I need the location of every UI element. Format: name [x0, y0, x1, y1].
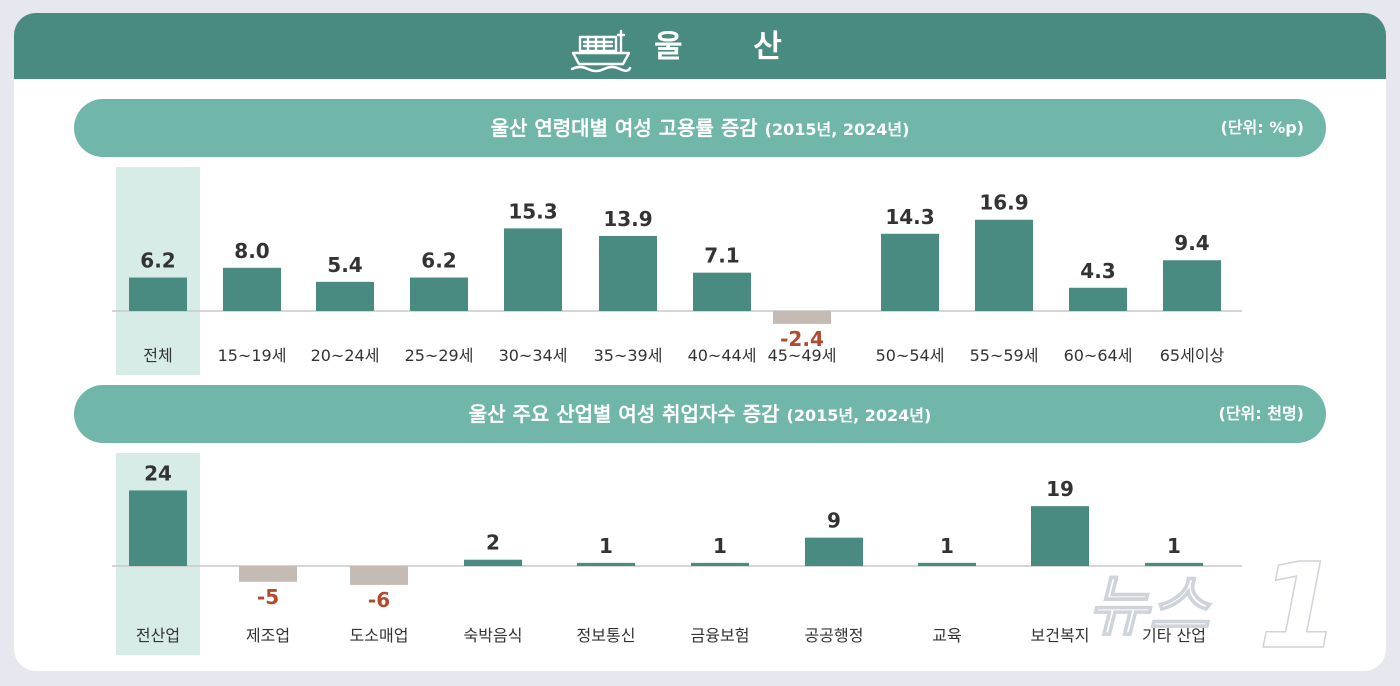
industry-chart-category-label: 제조업 [246, 626, 290, 645]
chart2-title: 울산 주요 산업별 여성 취업자수 증감 [468, 402, 780, 426]
industry-chart-value-label: 9 [827, 509, 841, 533]
age-chart-bar [223, 267, 281, 311]
industry-chart-bar [464, 559, 522, 566]
age-chart-value-label: 7.1 [704, 244, 739, 268]
age-chart-category-label: 65세이상 [1160, 346, 1225, 365]
age-chart-category-label: 60~64세 [1064, 346, 1133, 365]
industry-chart-category-label: 보건복지 [1031, 626, 1090, 645]
age-chart-value-label: 6.2 [421, 249, 456, 273]
industry-chart-value-label: 19 [1046, 477, 1074, 501]
industry-chart-category-label: 기타 산업 [1142, 626, 1206, 645]
age-chart-category-label: 50~54세 [876, 346, 945, 365]
region-title: 울 산 [654, 29, 812, 65]
industry-chart-value-label: 2 [486, 531, 500, 555]
age-employment-chart: 6.2 전체 8.0 15~19세 5.4 20~24세 6.2 25~29세 15.3 30~3… [112, 167, 1242, 375]
age-chart-highlight [116, 167, 200, 375]
age-chart-bar [1163, 260, 1221, 311]
age-chart-category-label: 35~39세 [594, 346, 663, 365]
chart2-title-bar: 울산 주요 산업별 여성 취업자수 증감 (2015년, 2024년) (단위:… [74, 385, 1326, 443]
chart2-unit: (단위: 천명) [1218, 404, 1304, 423]
age-chart-category-label: 55~59세 [970, 346, 1039, 365]
age-chart-value-label: 6.2 [140, 249, 175, 273]
industry-chart-value-label: -5 [257, 585, 279, 609]
industry-chart-bar [691, 562, 749, 566]
industry-chart-bar [129, 490, 187, 566]
industry-chart-bar [577, 562, 635, 566]
age-chart-category-label: 25~29세 [405, 346, 474, 365]
industry-chart-category-label: 공공행정 [805, 626, 864, 645]
industry-chart-bar [918, 562, 976, 566]
age-chart-bar [504, 228, 562, 311]
age-chart-bar [881, 233, 939, 311]
age-chart-bar [129, 277, 187, 311]
chart1-title-bar: 울산 연령대별 여성 고용률 증감 (2015년, 2024년) (단위: %p… [74, 99, 1326, 157]
age-chart-value-label: 5.4 [327, 253, 362, 277]
chart1-subtitle: (2015년, 2024년) [764, 120, 910, 139]
industry-chart-bar [1145, 562, 1203, 566]
age-chart-bar [1069, 287, 1127, 311]
age-chart-bar [773, 311, 831, 324]
industry-chart-value-label: 1 [713, 534, 727, 558]
age-chart-category-label: 20~24세 [311, 346, 380, 365]
age-chart-bar [410, 277, 468, 311]
industry-chart-bar [239, 566, 297, 582]
ship-icon [570, 29, 632, 73]
industry-chart-category-label: 전산업 [136, 626, 180, 645]
age-chart-value-label: 14.3 [885, 205, 934, 229]
industry-chart-category-label: 교육 [932, 626, 961, 645]
age-chart-category-label: 45~49세 [768, 346, 837, 365]
age-chart-value-label: -2.4 [780, 327, 824, 351]
chart1-title: 울산 연령대별 여성 고용률 증감 [490, 116, 758, 140]
industry-chart-bar [1031, 506, 1089, 566]
industry-chart-bar [805, 537, 863, 566]
industry-chart-value-label: -6 [368, 588, 390, 612]
industry-chart-category-label: 숙박음식 [464, 626, 523, 645]
age-chart-category-label: 전체 [143, 346, 172, 365]
age-chart-category-label: 40~44세 [688, 346, 757, 365]
watermark-number: 1 [1258, 543, 1340, 663]
industry-chart-category-label: 금융보험 [691, 626, 750, 645]
age-chart-bar [975, 219, 1033, 311]
chart2-subtitle: (2015년, 2024년) [786, 406, 932, 425]
industry-chart-value-label: 1 [1167, 534, 1181, 558]
industry-chart-bar [350, 566, 408, 585]
chart1-unit: (단위: %p) [1220, 118, 1304, 137]
age-chart-category-label: 30~34세 [499, 346, 568, 365]
industry-chart-value-label: 1 [940, 534, 954, 558]
news1-watermark: 뉴스 1 [1087, 543, 1341, 663]
age-chart-value-label: 9.4 [1174, 231, 1209, 255]
industry-chart-value-label: 24 [144, 461, 172, 485]
age-chart-value-label: 4.3 [1080, 259, 1115, 283]
industry-employment-chart: 24 전산업 -5 제조업 -6 도소매업 2 숙박음식 1 정보통신 1 금융보험 9 공공행정 1 교육 1… [112, 453, 1242, 655]
age-chart-bar [599, 235, 657, 311]
industry-chart-value-label: 1 [599, 534, 613, 558]
age-chart-bar [693, 272, 751, 311]
age-chart-bar [316, 281, 374, 311]
age-chart-value-label: 15.3 [508, 199, 557, 223]
age-chart-value-label: 13.9 [603, 207, 652, 231]
age-chart-value-label: 16.9 [979, 191, 1028, 215]
age-chart-category-label: 15~19세 [218, 346, 287, 365]
industry-chart-category-label: 정보통신 [577, 626, 636, 645]
region-header: 울 산 [14, 13, 1386, 79]
watermark-text: 뉴스 [1088, 568, 1212, 645]
industry-chart-category-label: 도소매업 [350, 626, 409, 645]
age-chart-value-label: 8.0 [234, 239, 269, 263]
infographic-card: 울 산 울산 연령대별 여성 고용률 증감 (2015년, 2024년) (단위… [14, 13, 1386, 671]
